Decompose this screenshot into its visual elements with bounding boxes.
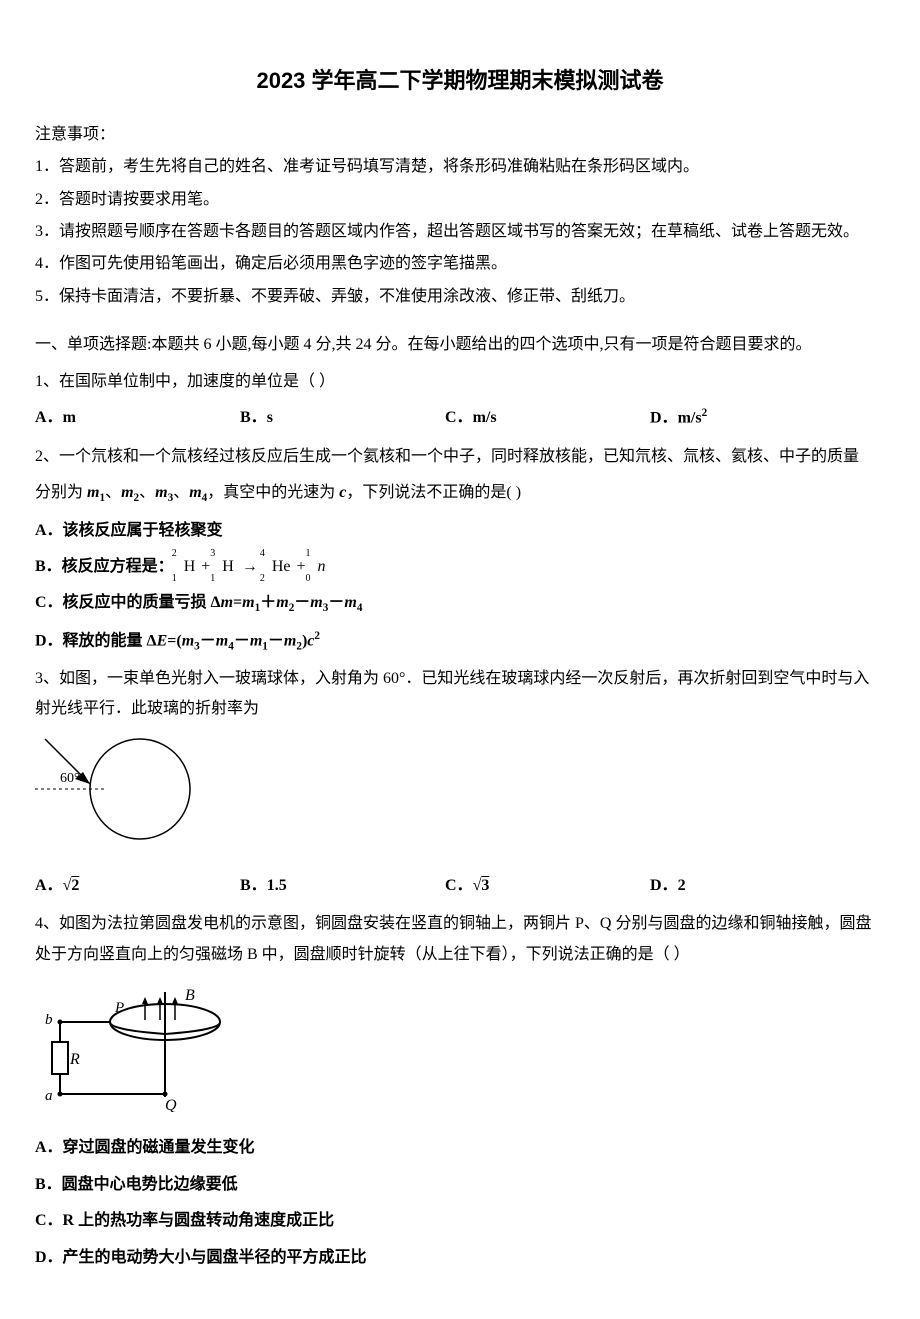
q3-optB-label: B． [240,877,267,894]
q1-option-b: B．s [240,403,435,434]
q3-optD-label: D． [650,877,678,894]
q1-optB-label: B． [240,409,267,426]
q2-optC-m2: m [276,594,288,611]
q4-label-R: R [69,1051,80,1068]
q4-option-b: B．圆盘中心电势比边缘要低 [35,1170,885,1200]
q3-optA-label: A． [35,877,63,894]
q1-optC-label: C． [445,409,473,426]
notice-item-2: 2．答题时请按要求用笔。 [35,185,885,215]
q1-optD-sup: 2 [702,407,708,419]
question-4-text: 4、如图为法拉第圆盘发电机的示意图，铜圆盘安装在竖直的铜轴上，两铜片 P、Q 分… [35,909,885,970]
q1-optD-label: D． [650,409,678,426]
q2-optD-prefix: D．释放的能量 Δ [35,632,157,649]
q2-optC-m1: m [242,594,254,611]
q1-optC-value: m/s [473,409,497,426]
q3-optB-value: 1.5 [267,877,287,894]
q3-optA-value: √2 [63,877,80,894]
q2-sep2: 、 [139,484,155,501]
q1-optA-value: m [63,409,76,426]
q2-sep3: 、 [173,484,189,501]
notice-item-3: 3．请按照题号顺序在答题卡各题目的答题区域内作答，超出答题区域书写的答案无效；在… [35,217,885,247]
section-1-header: 一、单项选择题:本题共 6 小题,每小题 4 分,共 24 分。在每小题给出的四… [35,330,885,360]
q2-optD-minus3: － [268,632,284,649]
notice-item-4: 4．作图可先使用铅笔画出，确定后必须用黑色字迹的签字笔描黑。 [35,249,885,279]
q1-optA-label: A． [35,409,63,426]
q2-optD-minus2: － [234,632,250,649]
q2-m2: m [121,484,133,501]
q4-label-a: a [45,1088,53,1104]
q3-option-b: B．1.5 [240,871,435,901]
q3-optD-value: 2 [678,877,686,894]
q3-diagram: 60° [35,734,885,860]
q2-option-d: D．释放的能量 ΔE=(m3－m4－m1－m2)c2 [35,626,885,658]
notice-header: 注意事项： [35,120,885,150]
q2-optD-eq: =( [167,632,181,649]
q4-label-Q: Q [165,1097,177,1112]
question-2-text-line2: 分别为 m1、m2、m3、m4，真空中的光速为 c，下列说法不正确的是( ) [35,478,885,509]
question-3-options: A．√2 B．1.5 C．√3 D．2 [35,871,885,901]
q2-l2-prefix: 分别为 [35,484,87,501]
q2-optD-m4: m [216,632,228,649]
q2-optC-m3: m [310,594,322,611]
question-1-options: A．m B．s C．m/s D．m/s2 [35,403,885,434]
q1-optD-prefix: m/s [678,409,702,426]
q2-optD-m1: m [250,632,262,649]
q2-sep1: 、 [105,484,121,501]
q2-m3: m [155,484,167,501]
q2-optC-s4: 4 [357,603,363,615]
question-1-text: 1、在国际单位制中，加速度的单位是（ ） [35,367,885,397]
q4-diagram: B P b R a Q [35,982,885,1123]
q2-optC-minus2: － [328,594,344,611]
q2-m1: m [87,484,99,501]
q2-optC-eq: = [233,594,242,611]
q4-label-P: P [114,1000,124,1016]
q2-l2-suffix: ，下列说法不正确的是( ) [346,484,521,501]
q2-m4: m [189,484,201,501]
q2-optC-m: m [221,594,233,611]
q3-diagram-svg: 60° [35,734,205,849]
q3-option-d: D．2 [650,871,845,901]
q2-optC-minus1: － [294,594,310,611]
q3-option-c: C．√3 [445,871,640,901]
q1-option-c: C．m/s [445,403,640,434]
q2-l2-mid: ，真空中的光速为 [207,484,339,501]
q3-optC-value: √3 [473,877,490,894]
q2-optC-m4: m [344,594,356,611]
q2-option-a: A．该核反应属于轻核聚变 [35,516,885,546]
q4-option-c: C．R 上的热功率与圆盘转动角速度成正比 [35,1206,885,1236]
notice-item-1: 1．答题前，考生先将自己的姓名、准考证号码填写清楚，将条形码准确粘贴在条形码区域… [35,152,885,182]
q3-angle-label: 60° [60,771,80,786]
question-2-text-line1: 2、一个氘核和一个氚核经过核反应后生成一个氦核和一个中子，同时释放核能，已知氘核… [35,442,885,472]
notice-item-5: 5．保持卡面清洁，不要折暴、不要弄破、弄皱，不准使用涂改液、修正带、刮纸刀。 [35,282,885,312]
q2-optD-m2: m [284,632,296,649]
q2-option-b: B．核反应方程是： 2 1 H + 3 1 H → 4 2 He + 1 0 n [35,552,885,583]
q1-option-a: A．m [35,403,230,434]
q4-label-b: b [45,1012,53,1028]
q4-option-d: D．产生的电动势大小与圆盘半径的平方成正比 [35,1243,885,1273]
q2-optD-m3: m [182,632,194,649]
page-title: 2023 学年高二下学期物理期末模拟测试卷 [35,60,885,102]
q3-option-a: A．√2 [35,871,230,901]
q1-option-d: D．m/s2 [650,403,845,434]
q2-optD-minus1: － [200,632,216,649]
q2-option-c: C．核反应中的质量亏损 Δm=m1＋m2－m3－m4 [35,588,885,619]
q2-optC-prefix: C．核反应中的质量亏损 Δ [35,594,221,611]
q2-optB-equation: 2 1 H + 3 1 H → 4 2 He + 1 0 n [178,558,326,575]
q2-optD-E: E [157,632,168,649]
q2-optC-plus: ＋ [260,594,276,611]
q4-label-B: B [185,987,195,1004]
q4-option-a: A．穿过圆盘的磁通量发生变化 [35,1133,885,1163]
q3-optC-label: C． [445,877,473,894]
q2-optB-prefix: B．核反应方程是： [35,558,174,575]
q4-diagram-svg: B P b R a Q [35,982,245,1112]
question-3-text: 3、如图，一束单色光射入一玻璃球体，入射角为 60°．已知光线在玻璃球内经一次反… [35,664,885,725]
q2-optD-sup: 2 [314,630,320,642]
q1-optB-value: s [267,409,273,426]
